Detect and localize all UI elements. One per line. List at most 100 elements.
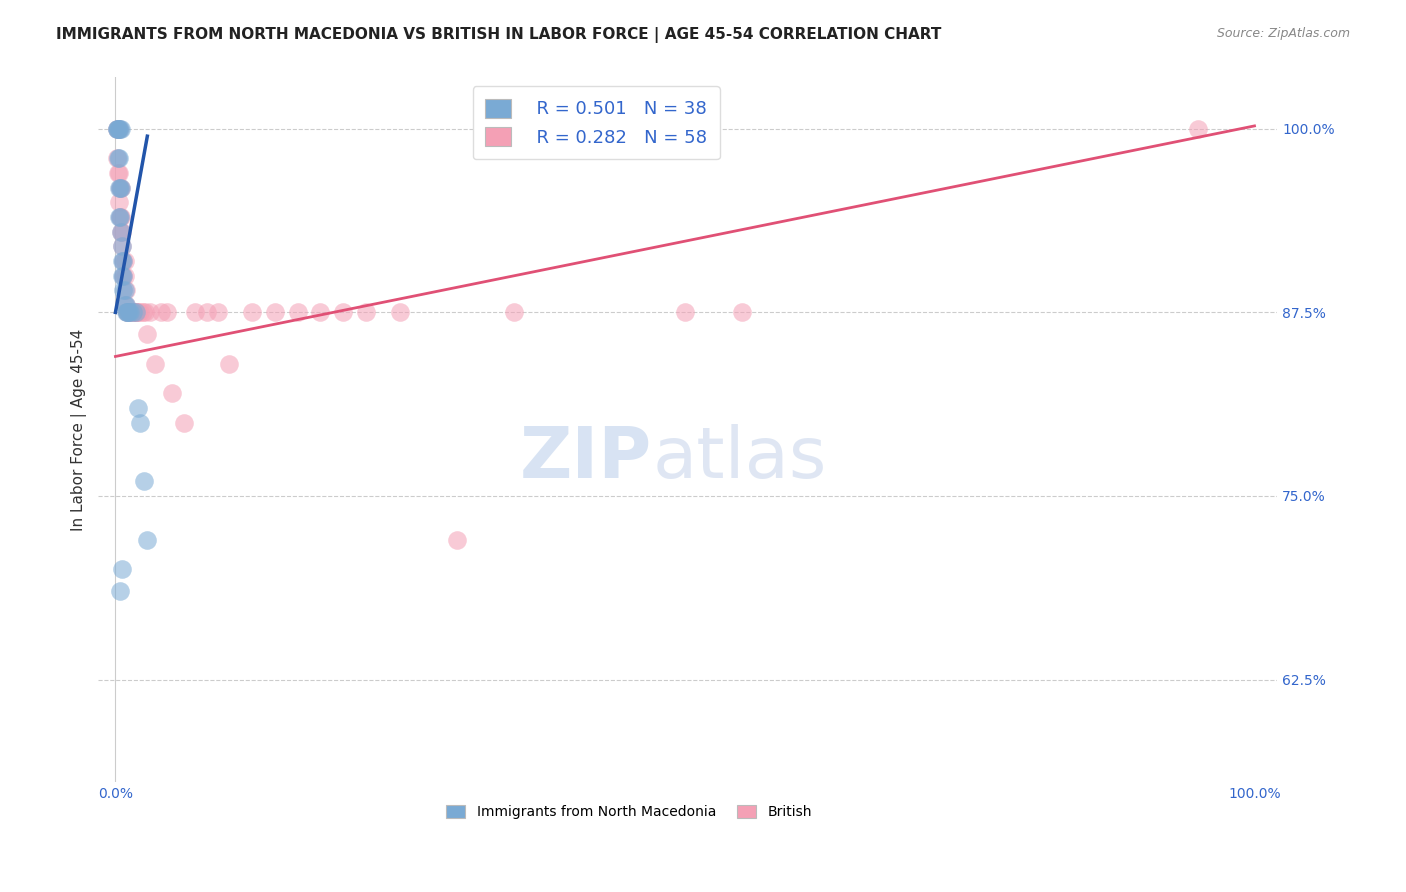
Point [117,305,139,319]
Point [108,210,131,224]
Point [114,298,136,312]
Point [107,121,129,136]
Point [108,210,131,224]
Point [138,305,160,319]
Point [110,180,132,194]
Point [114,284,136,298]
Point [120,305,142,319]
Point [111,225,134,239]
Point [207,305,229,319]
Text: IMMIGRANTS FROM NORTH MACEDONIA VS BRITISH IN LABOR FORCE | AGE 45-54 CORRELATIO: IMMIGRANTS FROM NORTH MACEDONIA VS BRITI… [56,27,942,43]
Point [389,305,412,319]
Point [107,121,129,136]
Text: ZIP: ZIP [520,424,652,492]
Point [195,305,218,319]
Point [115,305,138,319]
Point [125,305,148,319]
Point [731,305,754,319]
Point [111,239,134,253]
Point [108,210,131,224]
Point [240,305,263,319]
Point [118,305,141,319]
Point [673,305,696,319]
Point [110,210,132,224]
Point [105,121,128,136]
Point [111,254,134,268]
Point [129,416,152,430]
Point [264,305,287,319]
Point [287,305,309,319]
Point [108,151,131,165]
Point [114,268,136,283]
Point [125,305,148,319]
Text: Source: ZipAtlas.com: Source: ZipAtlas.com [1216,27,1350,40]
Point [111,268,134,283]
Point [143,357,166,371]
Point [111,239,134,253]
Point [136,327,159,342]
Point [156,305,179,319]
Point [107,151,129,165]
Point [108,180,131,194]
Text: atlas: atlas [652,424,827,492]
Point [110,180,132,194]
Point [105,151,128,165]
Point [110,121,132,136]
Point [107,166,129,180]
Point [108,195,131,210]
Point [354,305,377,319]
Point [136,533,159,547]
Legend: Immigrants from North Macedonia, British: Immigrants from North Macedonia, British [440,799,817,825]
Point [114,298,136,312]
Point [120,305,142,319]
Point [162,386,184,401]
Point [127,401,149,415]
Point [108,121,131,136]
Point [127,305,149,319]
Point [115,305,138,319]
Point [108,584,131,599]
Point [112,254,135,268]
Point [108,180,131,194]
Point [134,305,156,319]
Point [114,305,136,319]
Point [110,225,132,239]
Point [446,533,468,547]
Point [114,298,136,312]
Point [121,305,143,319]
Point [503,305,526,319]
Point [110,225,132,239]
Point [120,305,142,319]
Point [184,305,207,319]
Y-axis label: In Labor Force | Age 45-54: In Labor Force | Age 45-54 [72,329,87,531]
Point [125,305,148,319]
Point [117,305,139,319]
Point [114,254,136,268]
Point [114,284,136,298]
Point [111,562,134,576]
Point [132,305,155,319]
Point [132,475,155,489]
Point [115,305,138,319]
Point [105,121,128,136]
Point [112,284,135,298]
Point [112,268,135,283]
Point [1187,121,1209,136]
Point [150,305,173,319]
Point [108,121,131,136]
Point [107,121,129,136]
Point [112,254,135,268]
Point [105,121,128,136]
Point [332,305,354,319]
Point [121,305,143,319]
Point [129,305,152,319]
Point [108,166,131,180]
Point [108,180,131,194]
Point [118,305,141,319]
Point [124,305,146,319]
Point [218,357,240,371]
Point [309,305,332,319]
Point [112,268,135,283]
Point [115,305,138,319]
Point [173,416,195,430]
